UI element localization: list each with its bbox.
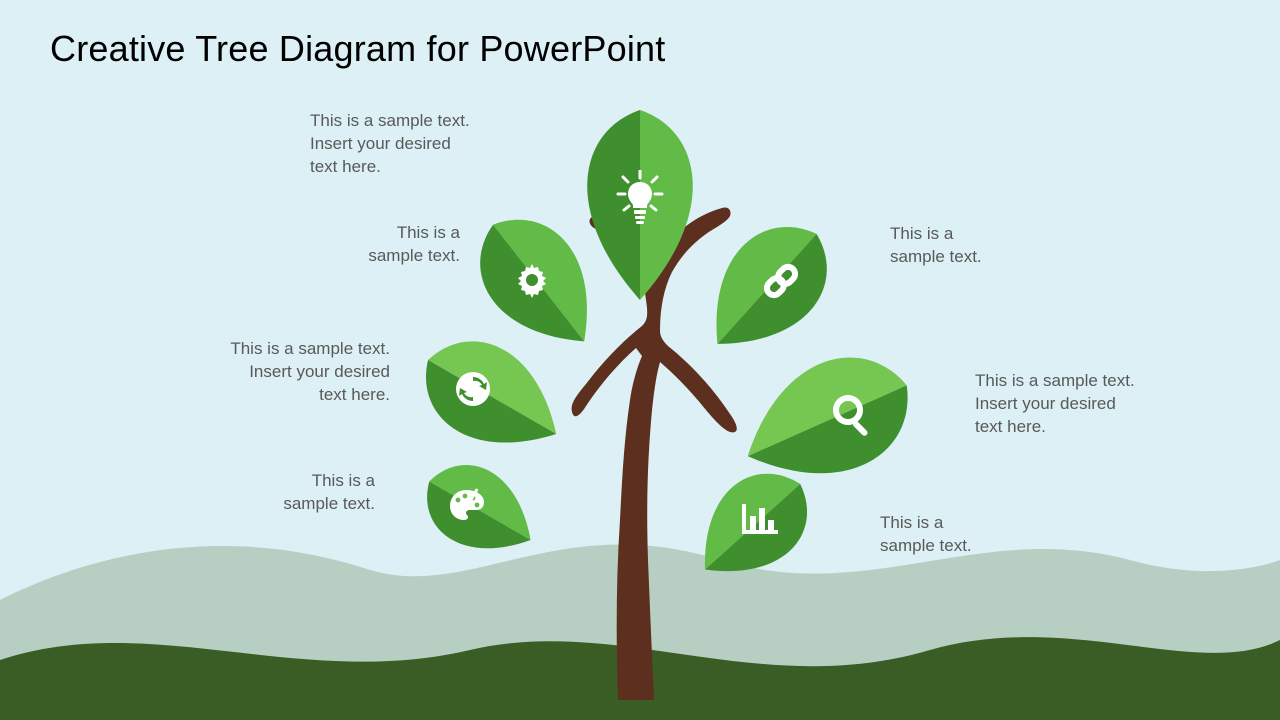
caption-barchart: This is a sample text. xyxy=(880,512,1050,558)
caption-chain: This is a sample text. xyxy=(890,223,1060,269)
caption-lightbulb: This is a sample text. Insert your desir… xyxy=(310,110,540,179)
leaf-refresh xyxy=(405,320,580,475)
caption-refresh: This is a sample text. Insert your desir… xyxy=(160,338,390,407)
slide-canvas: Creative Tree Diagram for PowerPoint Thi… xyxy=(0,0,1280,720)
leaf-barchart xyxy=(676,452,829,601)
slide-title: Creative Tree Diagram for PowerPoint xyxy=(50,28,665,70)
caption-magnify: This is a sample text. Insert your desir… xyxy=(975,370,1205,439)
caption-gear: This is a sample text. xyxy=(290,222,460,268)
leaf-palette xyxy=(410,448,550,574)
leaf-lightbulb xyxy=(587,110,693,300)
caption-palette: This is a sample text. xyxy=(265,470,375,516)
